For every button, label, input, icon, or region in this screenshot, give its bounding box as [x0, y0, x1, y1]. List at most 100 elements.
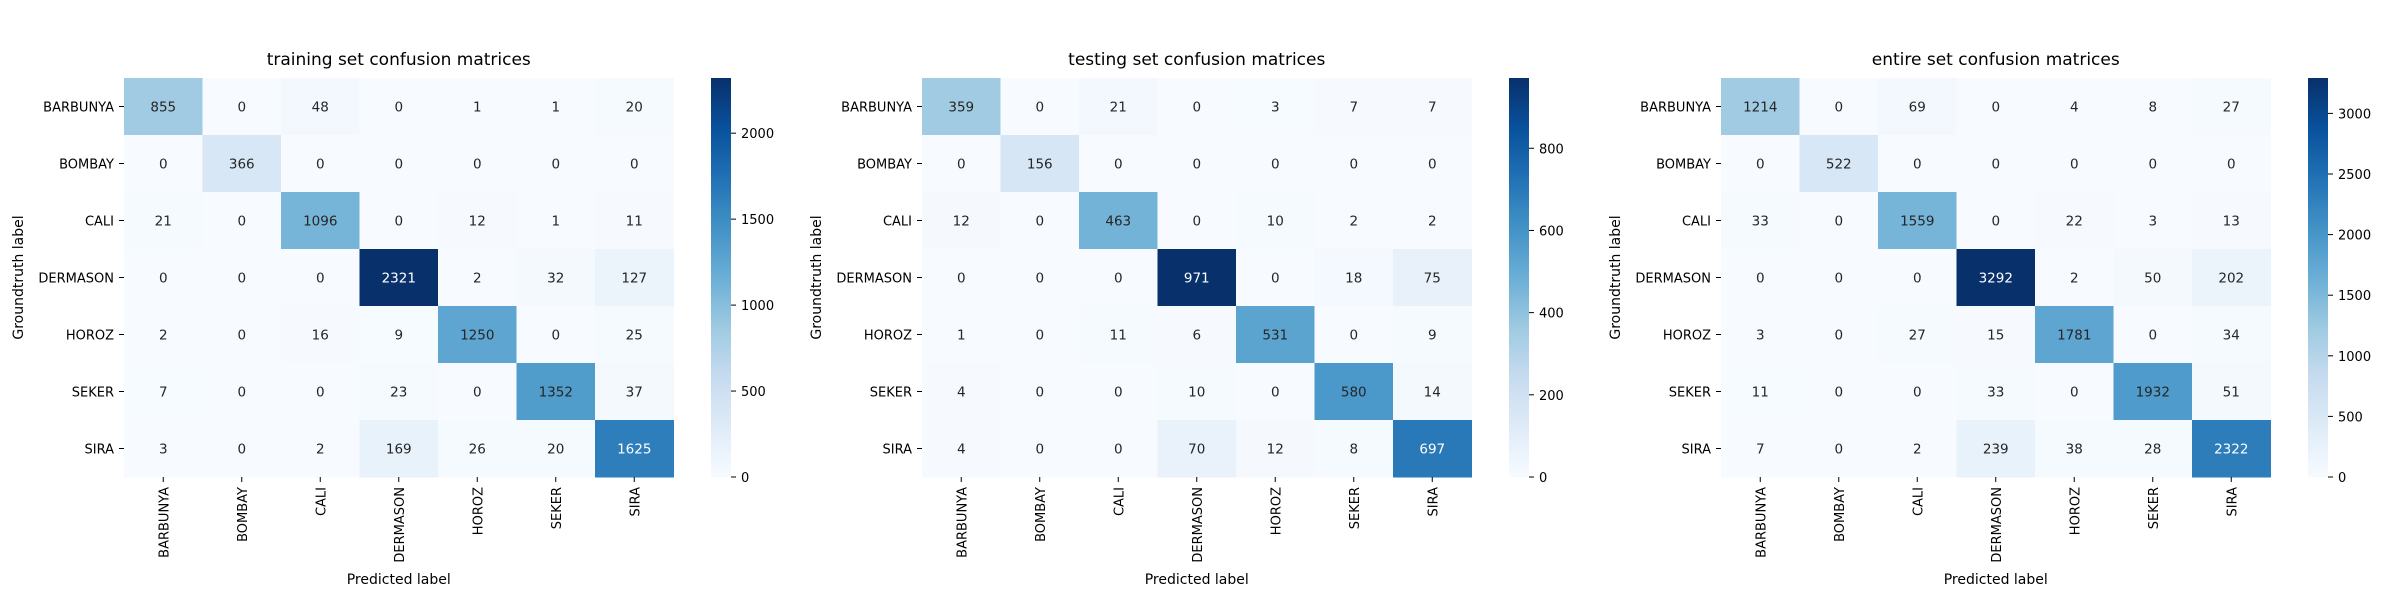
testing-colorbar	[1509, 78, 1529, 477]
testing-cell-label-r6-c4: 12	[1267, 442, 1284, 458]
testing-cell-r6-c1	[1000, 420, 1080, 478]
testing-cell-r3-c6	[1393, 249, 1472, 307]
entire-cell-r3-c5	[2113, 249, 2193, 307]
training-cell-label-r1-c3: 0	[394, 157, 403, 173]
testing-cell-label-r5-c4: 0	[1271, 385, 1280, 401]
entire-cell-label-r1-c3: 0	[1991, 157, 2000, 173]
entire-colorbar-tick-3: 1500	[2338, 289, 2371, 304]
testing-cell-r5-c5	[1314, 363, 1394, 421]
training-cell-r6-c5	[516, 420, 596, 478]
testing-ylabel: Groundtruth label	[809, 215, 825, 339]
testing-title: testing set confusion matrices	[1068, 50, 1325, 70]
entire-cell-r4-c1	[1799, 306, 1879, 364]
entire-cell-label-r6-c6: 2322	[2214, 442, 2248, 458]
entire-cell-r4-c2	[1878, 306, 1957, 364]
training-cell-r6-c2	[281, 420, 360, 478]
entire-cell-r0-c5	[2113, 78, 2193, 136]
testing-cell-r2-c1	[1000, 192, 1080, 250]
training-xtick-3: DERMASON	[393, 487, 408, 563]
training-cell-label-r0-c0: 855	[150, 100, 176, 116]
training-cell-label-r3-c2: 0	[316, 271, 325, 287]
entire-panel: entire set confusion matrices 1214 0 69 0 4 8 2…	[1608, 50, 2371, 588]
training-cell-label-r4-c6: 25	[626, 328, 643, 344]
testing-cell-r0-c2	[1079, 78, 1158, 136]
entire-cell-r5-c6	[2192, 363, 2271, 421]
training-cell-label-r1-c0: 0	[159, 157, 168, 173]
testing-cell-r5-c1	[1000, 363, 1080, 421]
training-cell-label-r2-c0: 21	[155, 214, 172, 230]
testing-cell-label-r3-c3: 971	[1184, 271, 1210, 287]
training-ytick-3: DERMASON	[38, 272, 114, 287]
testing-cell-r4-c0	[922, 306, 1001, 364]
training-ytick-0: BARBUNYA	[43, 101, 114, 116]
testing-cell-label-r5-c5: 580	[1341, 385, 1367, 401]
testing-cell-label-r4-c4: 531	[1262, 328, 1288, 344]
testing-ytick-6: SIRA	[883, 443, 913, 458]
testing-colorbar-tick-3: 600	[1539, 224, 1564, 239]
training-cell-label-r3-c5: 32	[547, 271, 564, 287]
training-cell-r5-c3	[359, 363, 439, 421]
training-cell-r0-c3	[359, 78, 439, 136]
training-cell-label-r6-c2: 2	[316, 442, 325, 458]
entire-cell-r6-c6	[2192, 420, 2271, 478]
entire-xtick-3: DERMASON	[1990, 487, 2005, 563]
training-cell-label-r5-c3: 23	[390, 385, 407, 401]
testing-cell-r4-c1	[1000, 306, 1080, 364]
entire-cell-label-r1-c5: 0	[2148, 157, 2157, 173]
testing-cell-r2-c5	[1314, 192, 1394, 250]
testing-cell-label-r0-c5: 7	[1349, 100, 1358, 116]
entire-colorbar	[2308, 78, 2328, 477]
testing-ytick-1: BOMBAY	[857, 158, 912, 173]
testing-cell-label-r6-c1: 0	[1035, 442, 1044, 458]
entire-cell-label-r4-c2: 27	[1909, 328, 1926, 344]
entire-cell-r2-c2	[1878, 192, 1957, 250]
training-xlabel: Predicted label	[347, 572, 451, 588]
training-cell-label-r4-c3: 9	[394, 328, 403, 344]
testing-cell-r4-c6	[1393, 306, 1472, 364]
testing-cell-r5-c6	[1393, 363, 1472, 421]
testing-cell-label-r4-c2: 11	[1110, 328, 1127, 344]
training-xtick-5: SEKER	[550, 487, 565, 529]
testing-cell-r2-c2	[1079, 192, 1158, 250]
training-ytick-4: HOROZ	[66, 329, 114, 344]
training-cell-r3-c0	[124, 249, 203, 307]
entire-cell-r0-c2	[1878, 78, 1957, 136]
entire-xtick-4: HOROZ	[2068, 487, 2083, 535]
entire-xtick-2: CALI	[1911, 487, 1926, 516]
testing-xtick-6: SIRA	[1426, 487, 1441, 517]
testing-cell-r3-c0	[922, 249, 1001, 307]
testing-xtick-3: DERMASON	[1191, 487, 1206, 563]
testing-cell-label-r0-c3: 0	[1192, 100, 1201, 116]
entire-cell-r6-c4	[2035, 420, 2114, 478]
training-cell-r4-c4	[438, 306, 517, 364]
training-ytick-5: SEKER	[72, 386, 114, 401]
entire-cell-r2-c0	[1721, 192, 1800, 250]
testing-cell-label-r5-c6: 14	[1424, 385, 1441, 401]
testing-xtick-5: SEKER	[1348, 487, 1363, 529]
training-cell-label-r6-c4: 26	[469, 442, 486, 458]
training-cell-r6-c6	[595, 420, 674, 478]
training-cell-r2-c4	[438, 192, 517, 250]
training-ytick-1: BOMBAY	[59, 158, 114, 173]
entire-cell-label-r2-c3: 0	[1991, 214, 2000, 230]
training-cell-label-r2-c3: 0	[394, 214, 403, 230]
testing-cell-r5-c0	[922, 363, 1001, 421]
entire-cell-r3-c2	[1878, 249, 1957, 307]
training-cell-r2-c3	[359, 192, 439, 250]
testing-cell-r6-c6	[1393, 420, 1472, 478]
testing-cell-label-r6-c5: 8	[1349, 442, 1358, 458]
training-cell-r5-c4	[438, 363, 517, 421]
training-cell-label-r1-c1: 366	[229, 157, 255, 173]
training-cell-label-r1-c6: 0	[630, 157, 639, 173]
testing-cell-r0-c6	[1393, 78, 1472, 136]
testing-cell-r2-c0	[922, 192, 1001, 250]
testing-colorbar-tick-1: 200	[1539, 389, 1564, 404]
training-cell-r3-c1	[202, 249, 282, 307]
training-cell-label-r1-c2: 0	[316, 157, 325, 173]
testing-cell-label-r1-c6: 0	[1428, 157, 1437, 173]
testing-cell-label-r3-c2: 0	[1114, 271, 1123, 287]
entire-cell-label-r5-c3: 33	[1987, 385, 2004, 401]
entire-cell-label-r0-c0: 1214	[1743, 100, 1777, 116]
testing-ytick-0: BARBUNYA	[841, 101, 912, 116]
testing-cell-r4-c4	[1236, 306, 1315, 364]
